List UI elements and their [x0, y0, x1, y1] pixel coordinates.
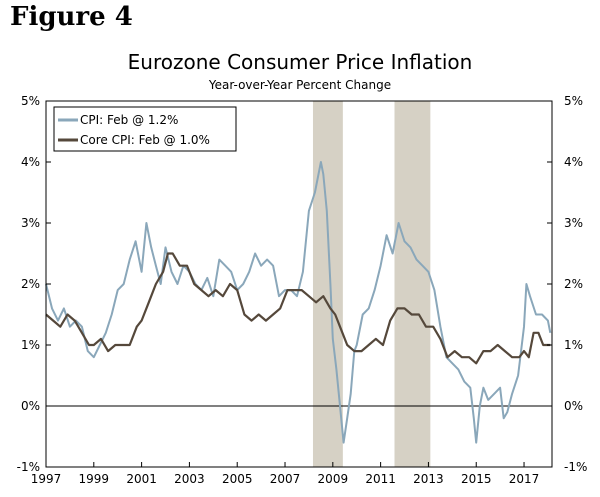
chart-title: Eurozone Consumer Price Inflation [127, 50, 473, 74]
legend-label-cpi: CPI: Feb @ 1.2% [80, 113, 178, 127]
x-tick-label-0: 1997 [31, 472, 62, 486]
series-layer [45, 161, 552, 444]
y-tick-label-left-0: -1% [17, 460, 40, 474]
x-tick-label-5: 2007 [270, 472, 301, 486]
axes: -1% -1% 0% 0% 1% 1% 2% 2% 3% 3% 4% 4% 5% 5% 1997 1999 20… [17, 94, 588, 486]
y-tick-label-left-5: 4% [21, 155, 40, 169]
legend-label-core: Core CPI: Feb @ 1.0% [80, 133, 210, 147]
x-tick-label-2: 2001 [126, 472, 157, 486]
legend: CPI: Feb @ 1.2% Core CPI: Feb @ 1.0% [53, 106, 237, 152]
recession-band-1 [394, 101, 431, 467]
x-tick-label-3: 2003 [174, 472, 205, 486]
x-tick-label-1: 1999 [79, 472, 110, 486]
x-tick-label-4: 2005 [222, 472, 253, 486]
figure-label: Figure 4 [10, 2, 133, 32]
series-line-cpi [45, 161, 552, 444]
y-tick-label-left-6: 5% [21, 94, 40, 108]
y-tick-label-left-1: 0% [21, 399, 40, 413]
recession-band-0 [312, 101, 343, 467]
x-tick-label-9: 2015 [461, 472, 492, 486]
y-tick-label-left-3: 2% [21, 277, 40, 291]
y-tick-label-right-6: 5% [564, 94, 583, 108]
x-tick-label-8: 2013 [413, 472, 444, 486]
y-tick-label-left-2: 1% [21, 338, 40, 352]
series-line-core [45, 252, 551, 365]
y-tick-label-right-2: 1% [564, 338, 583, 352]
y-tick-label-right-4: 3% [564, 216, 583, 230]
chart-subtitle: Year-over-Year Percent Change [208, 78, 392, 92]
y-tick-label-right-5: 4% [564, 155, 583, 169]
x-tick-label-10: 2017 [509, 472, 540, 486]
y-tick-label-right-1: 0% [564, 399, 583, 413]
y-tick-label-right-0: -1% [564, 460, 587, 474]
y-tick-label-left-4: 3% [21, 216, 40, 230]
legend-box [53, 106, 237, 152]
x-tick-label-7: 2011 [365, 472, 396, 486]
x-tick-label-6: 2009 [318, 472, 349, 486]
y-tick-label-right-3: 2% [564, 277, 583, 291]
